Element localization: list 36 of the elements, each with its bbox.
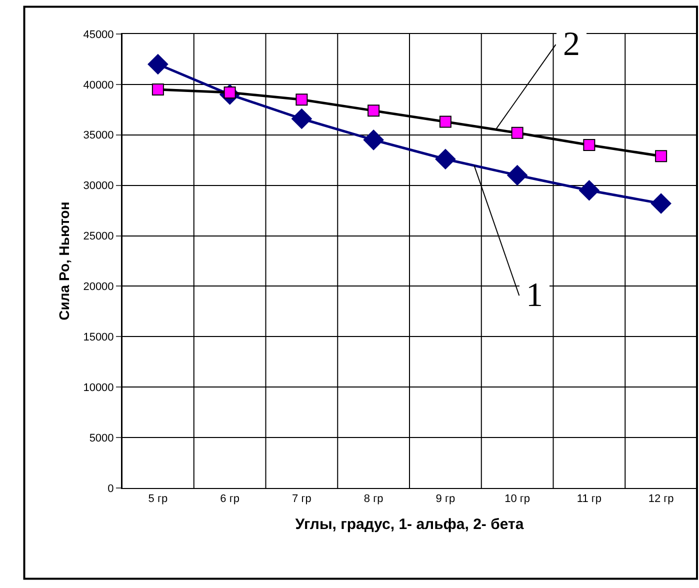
point [368,104,380,117]
x-tick-label: 5 гр [148,493,168,506]
y-tick-label: 45000 [83,28,114,41]
text: 2 [563,26,580,63]
y-tick-label: 5000 [89,432,114,444]
point [655,150,668,162]
x-tick-label: 6 гр [220,493,240,506]
x-tick-label: 11 гр [576,493,602,506]
point [363,130,384,150]
point [578,180,600,201]
y-tick-label: 0 [108,482,114,495]
x-tick-label: 8 гр [364,493,384,506]
point [506,164,528,186]
point [296,94,308,106]
point [650,193,672,214]
y-tick-label: 30000 [83,180,114,192]
y-tick-label: 20000 [83,281,114,294]
x-axis-title: Углы, градус, 1- альфа, 2- бета [295,516,524,534]
point [152,83,164,96]
y-tick-label: 10000 [83,382,114,394]
point [439,116,452,128]
point [583,138,596,151]
y-tick-label: 35000 [83,130,114,142]
point [511,126,524,139]
x-tick-label: 12 гр [648,493,674,506]
y-tick-label: 40000 [83,79,114,92]
x-tick-label: 9 гр [436,493,456,506]
x-tick-label: 7 гр [292,493,312,506]
point [148,54,168,75]
x-tick-label: 10 гр [504,493,530,506]
y-tick-label: 15000 [83,332,114,344]
point [435,148,456,170]
y-axis-title: Сила Ро, Ньютон [56,202,72,320]
point [291,108,312,130]
text: 1 [526,277,543,314]
y-tick-label: 25000 [83,230,114,243]
